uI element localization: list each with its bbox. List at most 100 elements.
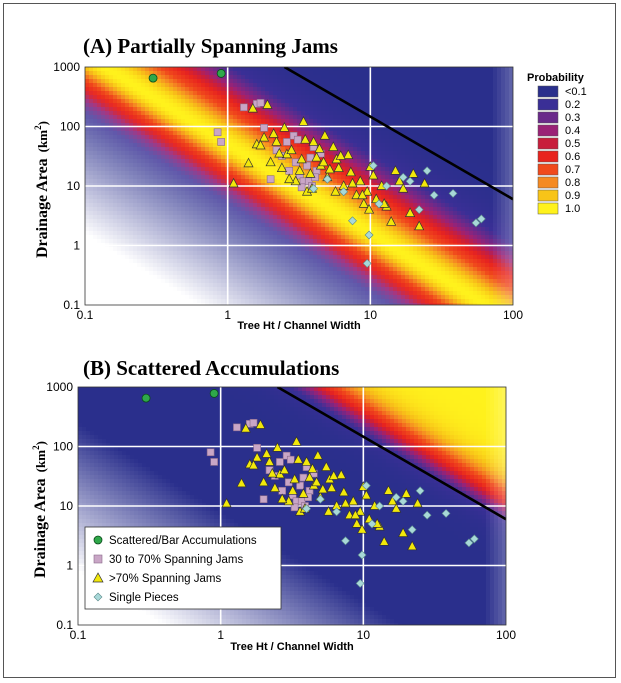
jam-70-point [296, 153, 307, 164]
jam-30-70-point [290, 503, 299, 512]
jam-70-point [321, 461, 332, 471]
single-piece-point [375, 501, 385, 511]
jam-70-point [307, 463, 318, 473]
single-piece-point [364, 230, 374, 240]
jam-70-point [355, 175, 366, 186]
jam-70-point [291, 436, 302, 446]
single-piece-point [332, 507, 342, 517]
marker-legend-box [84, 526, 282, 610]
panel-a-tick-labels: 0.1 1 10 100 1000 100 10 1 0.1 [53, 60, 523, 322]
probability-swatch [537, 176, 559, 189]
probability-label: 0.6 [565, 151, 580, 163]
y-tick-label: 10 [67, 179, 81, 193]
jam-70-point [314, 143, 325, 153]
jam-70-point [308, 136, 319, 146]
jam-70-point [255, 419, 266, 429]
jam-70-point [247, 102, 258, 113]
jam-30-70-point [285, 167, 294, 175]
marker-legend-label: 30 to 70% Spanning Jams [109, 554, 244, 566]
panel-a-title: (A) Partially Spanning Jams [83, 34, 338, 58]
jam-70-point [419, 177, 430, 188]
jam-70-point [271, 136, 282, 146]
jam-70-point [248, 459, 259, 470]
jam-30-70-point [210, 458, 218, 466]
panel-a-points [148, 69, 486, 268]
jam-30-70-point [233, 423, 241, 432]
single-piece-point [362, 258, 372, 268]
jam-70-point [348, 495, 359, 506]
jam-70-point [284, 173, 295, 184]
single-piece-point [471, 218, 481, 228]
legend-marker-jam-30-70 [93, 554, 103, 564]
x-tick-label: 0.1 [77, 308, 94, 322]
probability-swatch [537, 111, 559, 124]
probability-label: 0.9 [565, 190, 580, 202]
jam-70-point [267, 467, 278, 478]
single-piece-point [415, 486, 425, 496]
jam-70-point [274, 147, 285, 158]
jam-30-70-point [256, 99, 265, 107]
jam-70-point [345, 166, 356, 177]
jam-70-point [351, 518, 362, 528]
jam-70-point [328, 141, 339, 151]
probability-swatch [537, 202, 559, 215]
jam-30-70-point [253, 444, 261, 452]
jam-70-point [317, 483, 328, 494]
marker-legend-label: >70% Spanning Jams [109, 573, 221, 585]
jam-70-point [358, 198, 369, 208]
jam-70-point [368, 169, 379, 180]
jam-30-70-point [283, 138, 291, 146]
jam-70-point [264, 456, 275, 466]
single-piece-point [476, 214, 486, 224]
jam-70-point [398, 527, 409, 537]
single-piece-point [469, 534, 479, 544]
jam-70-point [298, 116, 309, 126]
probability-swatch [537, 163, 559, 176]
single-piece-point [422, 510, 432, 520]
threshold-line [276, 387, 506, 521]
jam-70-point [236, 477, 247, 488]
jam-70-point [221, 497, 232, 508]
panel-a: (A) Partially Spanning Jams 0.1 1 10 100100… [33, 34, 587, 332]
jam-30-70-point [276, 458, 284, 466]
x-tick-label: 0.1 [70, 628, 87, 642]
jam-70-point [407, 540, 418, 551]
y-tick-label: 100 [60, 120, 80, 134]
probability-swatch [537, 189, 559, 202]
jam-30-70-point [293, 135, 302, 144]
marker-legend: Scattered/Bar Accumulations 30 to 70% Spa… [84, 526, 282, 610]
jam-70-point [326, 482, 337, 492]
single-piece-point [339, 187, 349, 197]
x-tick-label: 1 [224, 308, 231, 322]
panel-a-annotation: No Channels [93, 282, 157, 294]
jam-70-point [390, 165, 401, 175]
jam-70-point [268, 128, 279, 138]
jam-70-point [318, 156, 329, 167]
jam-70-point [311, 476, 322, 487]
scattered-accumulation-point [141, 393, 151, 403]
marker-legend-label: Single Pieces [109, 592, 179, 604]
jam-70-point [287, 485, 298, 495]
jam-30-70-point [303, 161, 311, 170]
single-piece-point [407, 525, 417, 535]
single-piece-point [441, 509, 451, 518]
probability-label: <0.1 [565, 86, 587, 98]
jam-70-point [362, 186, 373, 196]
probability-label: 0.8 [565, 177, 580, 189]
jam-70-point [387, 495, 398, 506]
jam-70-point [357, 523, 368, 534]
jam-70-point [261, 448, 272, 458]
panel-a-threshold-line [283, 67, 513, 201]
marker-legend-label: Scattered/Bar Accumulations [109, 535, 257, 547]
jam-70-point [355, 506, 366, 516]
single-piece-point [448, 189, 458, 198]
jam-30-70-point [213, 128, 222, 137]
jam-70-point [401, 488, 412, 498]
jam-70-point [323, 506, 334, 516]
single-piece-point [367, 519, 377, 529]
jam-70-point [243, 157, 254, 168]
scattered-accumulation-point [216, 69, 226, 78]
jam-70-point [298, 488, 309, 498]
legend-marker-scattered [93, 535, 103, 545]
legend-marker-single [93, 592, 103, 602]
